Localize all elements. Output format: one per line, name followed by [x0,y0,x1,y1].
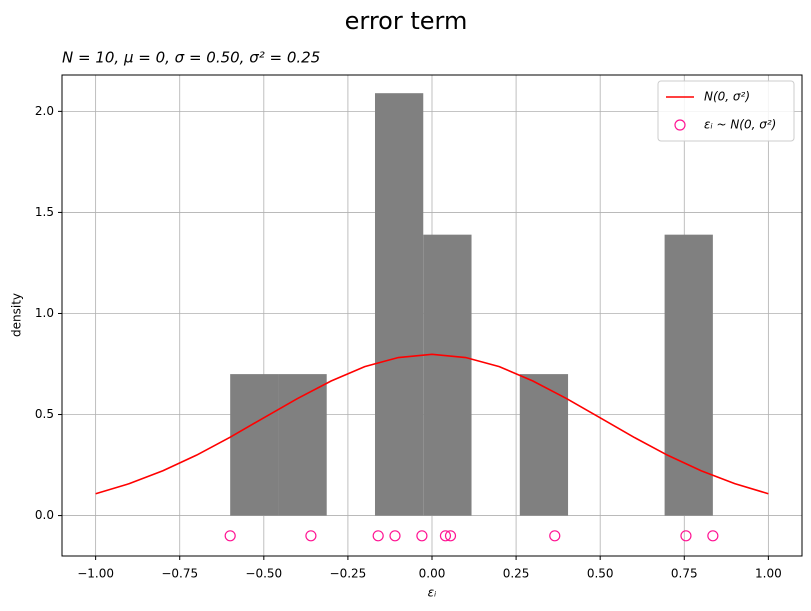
scatter-point [224,530,236,542]
histogram-bar [230,374,279,516]
x-tick-label: −0.25 [330,567,367,581]
chart-title: error term [345,7,468,35]
x-tick-label: −1.00 [77,567,114,581]
legend-label: N(0, σ²) [704,90,750,104]
x-axis-label: εᵢ [428,586,437,600]
histogram-bar [423,234,472,516]
scatter-point [372,530,384,542]
y-tick-label: 0.5 [35,407,54,421]
scatter-point [680,530,692,542]
y-axis-label: density [10,293,24,337]
x-tick-label: 0.75 [671,567,698,581]
x-tick-label: 0.25 [503,567,530,581]
x-tick-label: 1.00 [755,567,782,581]
chart-subtitle: N = 10, μ = 0, σ = 0.50, σ² = 0.25 [62,49,320,67]
y-tick-label: 1.5 [35,205,54,219]
y-tick-label: 1.0 [35,306,54,320]
histogram-bar [278,374,327,516]
scatter-point [416,530,428,542]
scatter-point [549,530,561,542]
scatter-point [305,530,317,542]
scatter-point [444,530,457,542]
x-tick-label: −0.75 [161,567,198,581]
plot-frame [61,74,803,557]
scatter-point [707,530,719,542]
x-tick-label: 0.00 [419,567,446,581]
x-tick-label: 0.50 [587,567,614,581]
histogram-bar [664,234,713,516]
legend-swatch [674,119,686,131]
density-line [95,353,769,495]
y-tick-label: 2.0 [35,104,54,118]
y-tick-label: 0.0 [35,508,54,522]
scatter-point [439,530,452,542]
legend-box [657,80,795,142]
histogram-bar [519,374,569,516]
scatter-point [389,530,401,542]
histogram-bar [374,93,424,516]
x-tick-label: −0.50 [245,567,282,581]
legend-label: εᵢ ~ N(0, σ²) [704,118,776,132]
